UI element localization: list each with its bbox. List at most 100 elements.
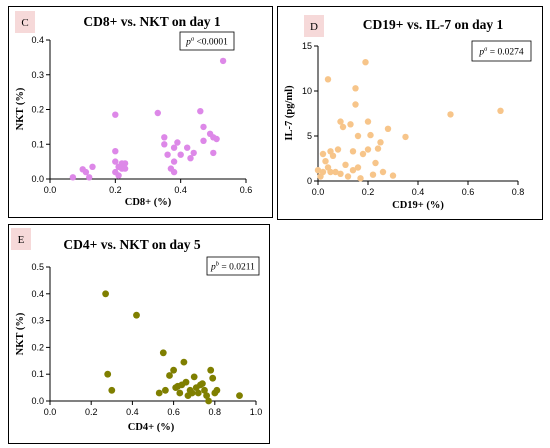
y-tick-label-e: 0.3 [31,316,44,326]
y-tick-label-e: 0.1 [31,369,44,379]
data-point-e [199,380,206,387]
data-point-c [112,111,119,118]
y-axis-label-e: NKT (%) [15,312,26,355]
x-tick-label-e: 0.4 [126,407,139,417]
data-point-e [194,389,202,397]
data-point-c [187,155,194,162]
data-point-c [161,134,168,141]
y-tick-label-c: 0.2 [31,105,44,115]
chart-title-c: CD8+ vs. NKT on day 1 [83,14,220,29]
chart-e: E CD4+ vs. NKT on day 5 pb = 0.0211 0.0 0.2 0… [11,228,263,433]
data-point-e [190,373,198,381]
y-tick-label-e: 0.2 [31,342,44,352]
data-point-d [379,168,387,176]
p-value-symbol-c: p [185,38,191,48]
data-point-d [349,167,357,174]
data-point-e [133,311,140,319]
y-tick-label-d: 15 [302,41,312,51]
data-point-e [180,358,188,366]
p-value-number-e: = 0.0211 [219,263,255,273]
panel-d: D CD19+ vs. IL-7 on day 1 pa = 0.0274 0.0 0.… [277,6,543,220]
data-point-d [354,164,362,171]
data-point-c [164,151,171,158]
data-point-d [327,168,334,176]
p-value-text-e: pb = 0.0211 [210,261,255,273]
p-value-superscript-c: a [191,36,194,43]
y-tick-label-d: 5 [307,131,312,141]
data-point-d [377,139,384,146]
data-point-c [200,137,207,144]
data-point-e [104,370,112,378]
data-point-c [184,144,191,151]
x-tick-label-c: 0.6 [240,185,253,195]
data-point-e [155,389,163,397]
panel-letter-c: C [21,17,28,29]
data-point-c [121,160,129,167]
data-point-c [154,109,161,117]
data-point-d [389,172,397,179]
data-point-c [89,163,96,170]
data-point-d [497,107,504,115]
y-tick-label-e: 0.5 [31,262,44,272]
x-tick-label-c: 0.0 [44,185,57,195]
data-point-d [337,170,344,177]
data-point-e [236,392,243,399]
data-point-d [334,146,342,153]
data-point-c [213,135,220,143]
data-point-d [402,133,409,141]
p-value-symbol-e: p [210,263,216,273]
p-value-superscript-e: b [216,261,220,268]
data-point-d [372,159,379,167]
data-point-d [357,175,364,182]
panel-letter-box-c [15,11,35,33]
data-point-e [162,386,169,394]
data-point-d [324,76,332,83]
panel-c: C CD8+ vs. NKT on day 1 pa <0.0001 0.0 0.2 0.… [8,6,273,218]
x-tick-label-d: 0.8 [512,187,525,197]
x-tick-label-e: 0.2 [85,407,98,417]
y-tick-label-c: 0.1 [31,139,44,149]
p-value-text-c: pa <0.0001 [185,36,228,48]
data-point-c [112,148,119,155]
data-point-e [205,397,213,405]
panel-e: E CD4+ vs. NKT on day 5 pb = 0.0211 0.0 0.2 0… [8,224,270,444]
data-point-d [359,150,367,158]
y-tick-label-d: 10 [302,86,312,96]
y-tick-label-d: 0 [307,176,312,186]
x-tick-label-c: 0.2 [109,185,122,195]
data-point-d [342,161,349,168]
p-value-number-c: <0.0001 [194,38,228,48]
data-point-c [121,165,129,172]
data-point-e [108,386,116,394]
y-axis-label-d: IL-7 (pg/ml) [284,85,295,141]
p-value-box-c [179,31,235,51]
y-tick-label-e: 0.4 [31,289,44,299]
data-point-c [197,108,204,115]
data-point-e [170,366,178,374]
data-point-c [170,144,178,151]
p-value-box-e [206,256,260,276]
data-point-c [219,57,227,65]
data-point-d [344,173,352,180]
data-point-c [170,158,178,165]
p-value-text-d: pa = 0.0274 [478,46,523,58]
x-axis-label-c: CD8+ (%) [125,197,172,208]
p-value-symbol-d: p [478,48,484,58]
y-tick-label-e: 0.0 [31,396,44,406]
data-point-d [339,123,347,131]
data-point-e [201,386,208,394]
x-tick-label-d: 0.4 [412,187,425,197]
x-tick-label-e: 1.0 [250,407,263,417]
data-point-d [314,167,322,174]
data-point-e [102,290,109,298]
data-point-e [166,372,173,379]
data-point-d [322,158,329,165]
data-point-c [177,151,184,158]
data-point-c [174,139,181,146]
data-point-d [384,125,392,132]
data-point-d [319,168,327,176]
data-point-d [337,118,344,125]
data-point-d [364,118,372,125]
data-point-c [86,174,93,181]
panel-letter-e: E [18,234,25,246]
